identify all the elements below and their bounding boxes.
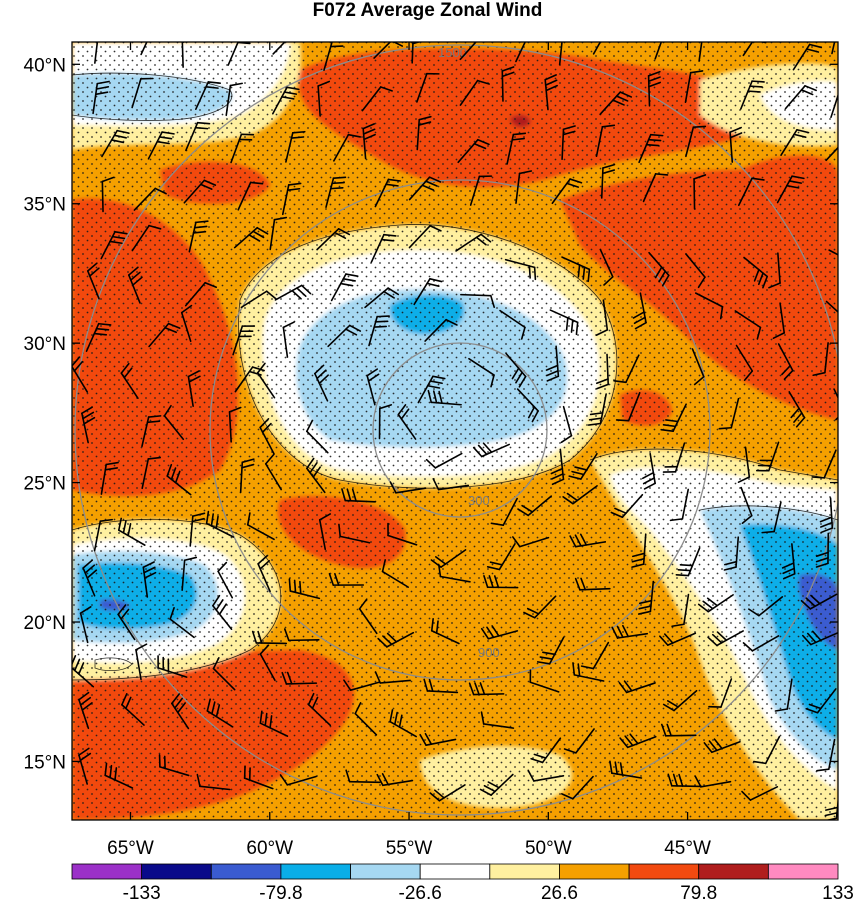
y-tick-label-4: 35°N [24, 195, 66, 216]
ring-label-900: 900 [478, 645, 500, 660]
colorbar-swatch-9 [699, 864, 769, 879]
colorbar-label-2: -26.6 [399, 883, 442, 900]
colorbar-label-4: 79.8 [680, 883, 717, 900]
colorbar-swatch-5 [420, 864, 490, 879]
y-tick-label-2: 25°N [24, 474, 66, 495]
y-tick-label-3: 30°N [24, 334, 66, 355]
colorbar-swatch-1 [142, 864, 212, 879]
colorbar-swatch-0 [72, 864, 142, 879]
colorbar-swatch-2 [211, 864, 281, 879]
x-tick-label-3: 50°W [525, 838, 572, 859]
colorbar-swatch-6 [490, 864, 560, 879]
y-tick-label-5: 40°N [24, 55, 66, 76]
wind-barb-67 [838, 176, 855, 200]
colorbar-swatch-3 [281, 864, 351, 879]
x-tick-label-0: 65°W [107, 838, 154, 859]
colorbar-label-0: -133 [123, 883, 161, 900]
colorbar: -133 -79.8 -26.6 26.6 79.8 133 [72, 864, 854, 900]
colorbar-swatch-4 [351, 864, 421, 879]
colorbar-label-5: 133 [822, 883, 854, 900]
x-tick-label-4: 45°W [664, 838, 711, 859]
y-tick-label-0: 15°N [24, 752, 66, 773]
colorbar-label-3: 26.6 [541, 883, 578, 900]
colorbar-label-1: -79.8 [259, 883, 302, 900]
x-tick-label-1: 60°W [246, 838, 293, 859]
colorbar-swatch-7 [559, 864, 629, 879]
x-tick-label-2: 55°W [386, 838, 433, 859]
ring-label-300: 300 [468, 493, 490, 508]
y-tick-label-1: 20°N [24, 613, 66, 634]
colorbar-swatch-8 [629, 864, 699, 879]
colorbar-swatch-10 [768, 864, 838, 879]
